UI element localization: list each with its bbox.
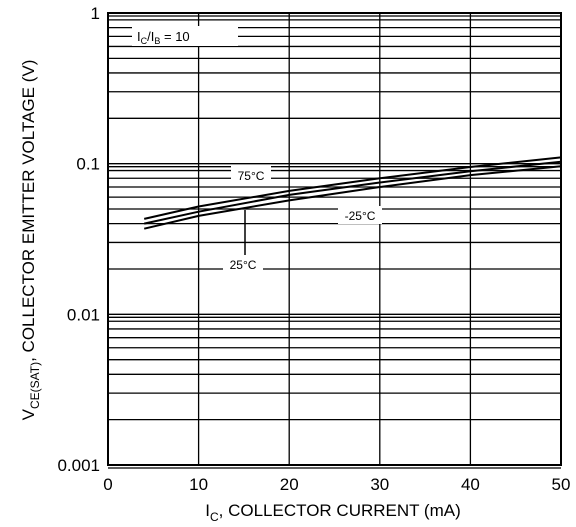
y-tick-label: 1 (91, 4, 100, 23)
condition-rest: = 10 (160, 29, 189, 44)
plot-frame (107, 12, 562, 466)
y-label-sub: CE(SAT) (28, 362, 42, 409)
label-75c-bg (231, 166, 271, 184)
x-label-main: I (205, 501, 210, 520)
x-label-rest: , COLLECTOR CURRENT (mA) (219, 501, 461, 520)
y-axis-label: VCE(SAT), COLLECTOR EMITTER VOLTAGE (V) (19, 60, 42, 421)
label-75c: 75°C (238, 169, 265, 183)
y-label-rest: , COLLECTOR EMITTER VOLTAGE (V) (19, 60, 38, 362)
series-line-75C-curve (143, 156, 562, 220)
annotations: 75°C -25°C 25°C (223, 166, 382, 273)
y-label-main: V (19, 408, 38, 420)
grid (107, 12, 562, 469)
series-line-25C-curve (143, 160, 562, 225)
condition-b-sub: B (154, 36, 160, 46)
curves (143, 156, 562, 230)
condition-label: IC/IB = 10 (137, 29, 190, 46)
x-tick-label: 40 (461, 475, 480, 494)
label-minus25c-bg (338, 206, 382, 224)
label-25c-bg (223, 255, 263, 273)
label-25c: 25°C (230, 258, 257, 272)
y-tick-label: 0.001 (57, 456, 100, 475)
x-tick-label: 30 (370, 475, 389, 494)
series-line-minus25C-curve (143, 165, 562, 230)
y-tick-label: 0.1 (76, 155, 100, 174)
label-minus25c: -25°C (345, 209, 376, 223)
condition-label-bg (132, 26, 238, 46)
plot-border (107, 12, 562, 466)
condition-slash: /I (147, 29, 154, 44)
x-tick-label: 10 (189, 475, 208, 494)
y-tick-label: 0.01 (67, 305, 100, 324)
condition-a: I (137, 29, 141, 44)
x-label-sub: C (210, 510, 219, 524)
x-tick-label: 20 (280, 475, 299, 494)
x-axis-label: IC, COLLECTOR CURRENT (mA) (205, 501, 461, 524)
condition-a-sub: C (141, 36, 148, 46)
tick-labels: 0 10 20 30 40 50 0.001 0.01 0.1 1 (57, 4, 570, 494)
x-tick-label: 50 (552, 475, 571, 494)
x-tick-label: 0 (103, 475, 112, 494)
